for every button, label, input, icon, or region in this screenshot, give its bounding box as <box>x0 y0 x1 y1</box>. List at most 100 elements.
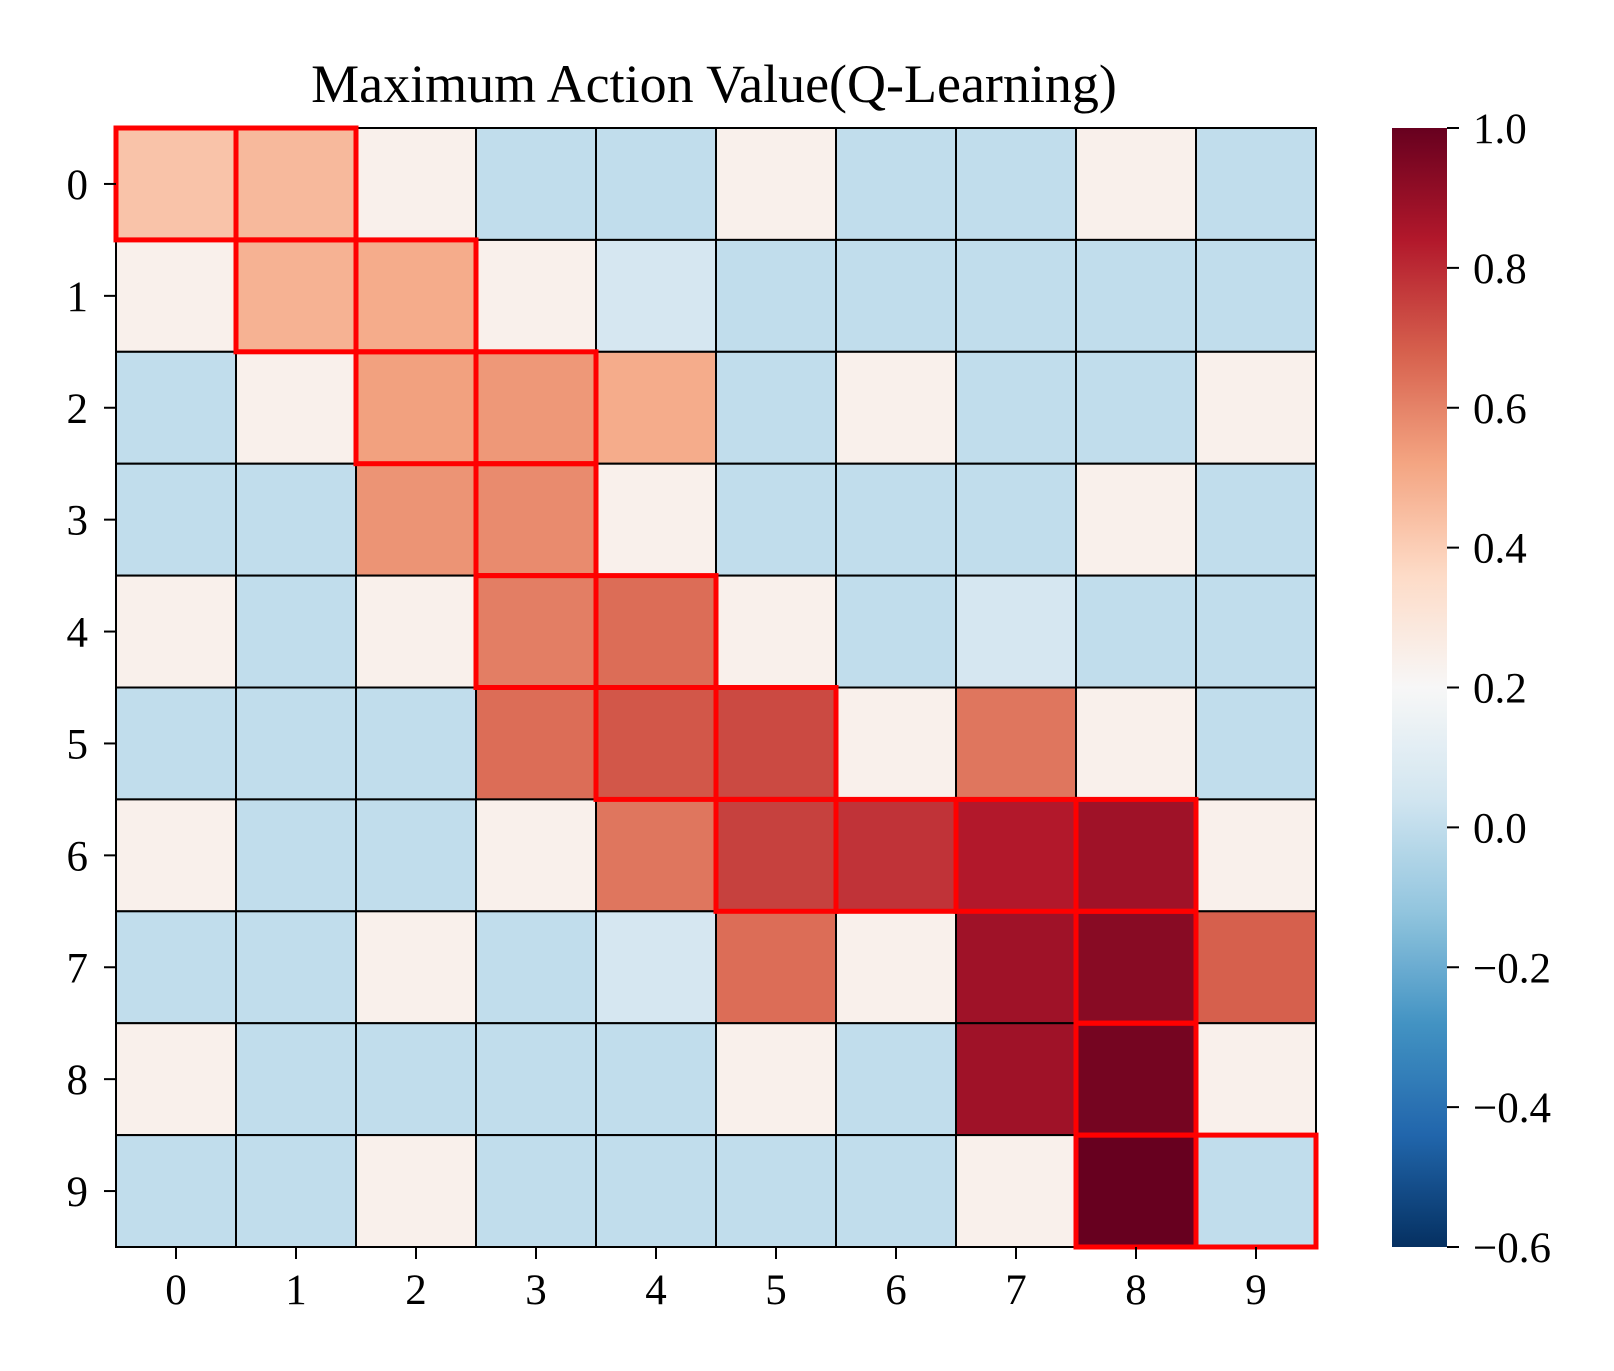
heatmap-cell-0-2 <box>355 127 477 241</box>
x-tick-label: 4 <box>645 1267 667 1314</box>
heatmap-cell-3-0 <box>115 462 237 577</box>
x-axis: 0 1 2 3 4 5 6 7 8 9 <box>165 1247 1267 1314</box>
y-tick-label: 2 <box>67 386 89 433</box>
heatmap-cell-8-6 <box>835 1022 957 1137</box>
heatmap-cell-2-1 <box>235 350 357 465</box>
heatmap-cell-1-9 <box>1195 238 1317 353</box>
y-tick-label: 6 <box>67 833 89 880</box>
heatmap-cell-8-2 <box>355 1022 477 1137</box>
heatmap-cell-4-5 <box>715 574 837 689</box>
heatmap-cell-0-6 <box>835 127 957 241</box>
heatmap-cell-1-4 <box>595 238 717 353</box>
colorbar: 1.0 0.8 0.6 0.4 0.2 0.0 −0.2 −0.4 −0.6 <box>1392 106 1551 1272</box>
heatmap-cell-1-0 <box>115 238 237 353</box>
heatmap-cell-8-3 <box>475 1022 597 1137</box>
heatmap-cell-7-6 <box>835 910 957 1025</box>
heatmap-cell-5-7 <box>955 686 1077 801</box>
x-tick-label: 2 <box>405 1267 427 1314</box>
heatmap-cell-1-6 <box>835 238 957 353</box>
heatmap-cell-6-0 <box>115 798 237 913</box>
heatmap-cell-4-4 <box>595 574 717 689</box>
heatmap-cell-3-7 <box>955 462 1077 577</box>
heatmap-cell-8-4 <box>595 1022 717 1137</box>
colorbar-tick-label: 0.0 <box>1473 805 1527 852</box>
heatmap-cell-4-6 <box>835 574 957 689</box>
heatmap-cell-5-5 <box>715 686 837 801</box>
heatmap-cell-6-8 <box>1075 798 1197 913</box>
heatmap-cell-8-7 <box>955 1022 1077 1137</box>
heatmap-cell-1-8 <box>1075 238 1197 353</box>
heatmap-cell-7-5 <box>715 910 837 1025</box>
heatmap-cell-2-5 <box>715 350 837 465</box>
heatmap-cell-4-7 <box>955 574 1077 689</box>
heatmap-cell-6-7 <box>955 798 1077 913</box>
y-tick-label: 0 <box>67 162 89 209</box>
heatmap-cell-8-5 <box>715 1022 837 1137</box>
colorbar-tick-label: 0.8 <box>1473 246 1527 293</box>
x-tick-label: 6 <box>885 1267 907 1314</box>
heatmap-cell-2-9 <box>1195 350 1317 465</box>
x-tick-label: 9 <box>1245 1267 1267 1314</box>
heatmap-cell-8-9 <box>1195 1022 1317 1137</box>
heatmap-cell-2-4 <box>595 350 717 465</box>
heatmap-cell-3-6 <box>835 462 957 577</box>
heatmap-cell-5-0 <box>115 686 237 801</box>
heatmap-cell-0-1 <box>235 127 357 241</box>
heatmap-cell-9-3 <box>475 1134 597 1248</box>
heatmap-cell-3-2 <box>355 462 477 577</box>
heatmap-cell-6-3 <box>475 798 597 913</box>
heatmap-cell-3-4 <box>595 462 717 577</box>
heatmap-cell-8-0 <box>115 1022 237 1137</box>
heatmap-cell-7-1 <box>235 910 357 1025</box>
heatmap-cell-6-1 <box>235 798 357 913</box>
heatmap-cell-7-4 <box>595 910 717 1025</box>
heatmap-cell-5-3 <box>475 686 597 801</box>
chart-title: Maximum Action Value(Q-Learning) <box>311 54 1117 114</box>
heatmap-cell-3-1 <box>235 462 357 577</box>
y-axis: 0 1 2 3 4 5 6 7 8 9 <box>67 162 116 1216</box>
heatmap-cell-2-7 <box>955 350 1077 465</box>
heatmap-cell-0-5 <box>715 127 837 241</box>
heatmap-cell-6-6 <box>835 798 957 913</box>
heatmap-cell-7-7 <box>955 910 1077 1025</box>
heatmap-cell-0-9 <box>1195 127 1317 241</box>
heatmap-cell-1-7 <box>955 238 1077 353</box>
x-tick-label: 7 <box>1005 1267 1027 1314</box>
colorbar-tick-label: −0.6 <box>1473 1225 1551 1272</box>
heatmap-cell-5-9 <box>1195 686 1317 801</box>
heatmap-cell-9-9 <box>1195 1134 1317 1248</box>
y-tick-label: 3 <box>67 498 89 545</box>
heatmap-cell-6-9 <box>1195 798 1317 913</box>
heatmap-cell-6-5 <box>715 798 837 913</box>
heatmap-cell-0-4 <box>595 127 717 241</box>
y-tick-label: 5 <box>67 721 89 768</box>
highlighted-path <box>113 125 1319 1250</box>
heatmap-cell-2-2 <box>355 350 477 465</box>
x-tick-label: 3 <box>525 1267 547 1314</box>
y-tick-label: 9 <box>67 1169 89 1216</box>
heatmap-cell-3-5 <box>715 462 837 577</box>
colorbar-tick-label: 1.0 <box>1473 106 1527 153</box>
heatmap-cell-3-9 <box>1195 462 1317 577</box>
heatmap-cell-4-9 <box>1195 574 1317 689</box>
heatmap-cell-9-0 <box>115 1134 237 1248</box>
heatmap-cell-3-3 <box>475 462 597 577</box>
heatmap-cell-4-8 <box>1075 574 1197 689</box>
colorbar-tick-label: −0.2 <box>1473 945 1551 992</box>
heatmap-cell-2-8 <box>1075 350 1197 465</box>
heatmap-cell-9-8 <box>1075 1134 1197 1248</box>
colorbar-tick-label: 0.4 <box>1473 526 1527 573</box>
heatmap-cell-0-7 <box>955 127 1077 241</box>
heatmap-cell-7-0 <box>115 910 237 1025</box>
heatmap-cell-5-4 <box>595 686 717 801</box>
y-tick-label: 4 <box>67 610 89 657</box>
heatmap-cell-2-3 <box>475 350 597 465</box>
colorbar-gradient <box>1392 128 1447 1247</box>
heatmap-cell-2-6 <box>835 350 957 465</box>
heatmap-cell-4-3 <box>475 574 597 689</box>
heatmap-cell-9-4 <box>595 1134 717 1248</box>
x-tick-label: 8 <box>1125 1267 1147 1314</box>
heatmap-cell-6-4 <box>595 798 717 913</box>
x-tick-label: 1 <box>285 1267 307 1314</box>
